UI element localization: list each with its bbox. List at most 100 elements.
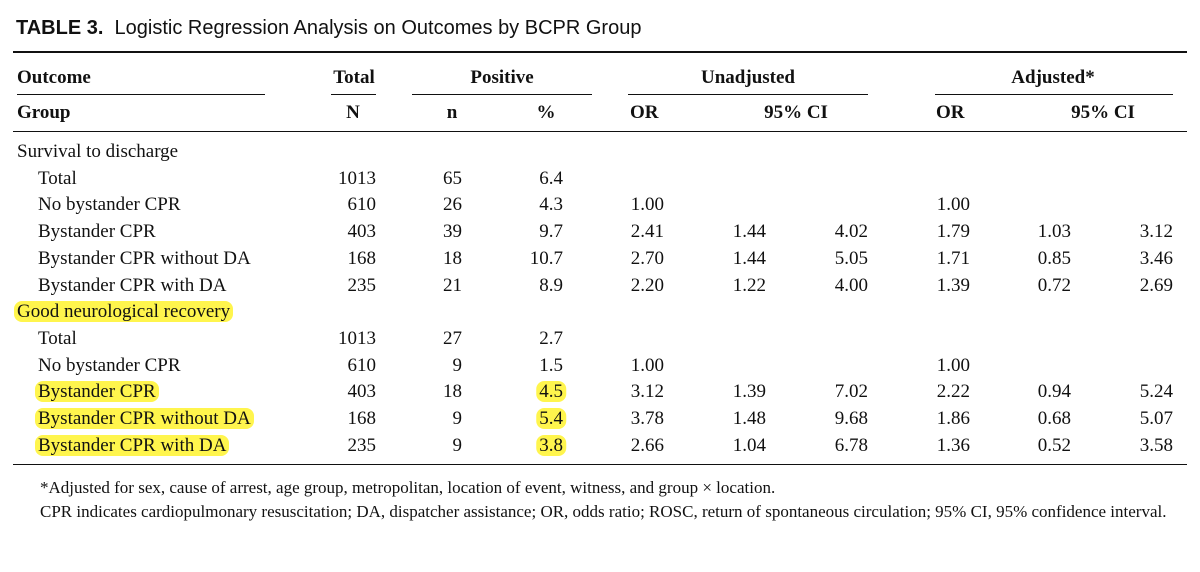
positive-n-cell: 18 xyxy=(443,245,462,272)
header-positive: Positive xyxy=(470,67,534,88)
total-n-cell-value: 1013 xyxy=(338,167,376,189)
ci-low-unadjusted-cell: 1.22 xyxy=(733,272,766,299)
ci-low-unadjusted-cell-value: 1.39 xyxy=(732,381,766,403)
positive-n-cell-value: 26 xyxy=(443,194,462,216)
table-row: No bystander CPR 610 9 1.5 1.00 1.00 xyxy=(0,352,1200,379)
percent-cell-value: 4.5 xyxy=(536,381,566,403)
ci-high-unadjusted-cell-value: 4.00 xyxy=(834,274,868,296)
ci-low-unadjusted-cell: 1.44 xyxy=(733,218,766,245)
ci-low-unadjusted-cell: 1.48 xyxy=(733,405,766,432)
positive-n-cell-value: 18 xyxy=(443,381,462,403)
or-unadjusted-cell-value: 2.66 xyxy=(630,434,664,456)
or-adjusted-cell-value: 1.79 xyxy=(936,221,970,243)
total-n-cell-value: 610 xyxy=(347,194,377,216)
ci-high-unadjusted-cell: 4.02 xyxy=(835,218,868,245)
table-row: Total 1013 65 6.4 xyxy=(0,165,1200,192)
ci-low-adjusted-cell: 0.68 xyxy=(1038,405,1071,432)
percent-cell: 5.4 xyxy=(536,405,566,432)
total-n-cell-value: 610 xyxy=(347,354,377,376)
positive-n-cell: 26 xyxy=(443,191,462,218)
total-n-cell: 1013 xyxy=(338,325,376,352)
ci-low-adjusted-cell: 0.72 xyxy=(1038,272,1071,299)
or-unadjusted-cell-value: 2.41 xyxy=(630,221,664,243)
ci-high-adjusted-cell-value: 3.12 xyxy=(1139,221,1173,243)
group-cell: Bystander CPR xyxy=(38,218,156,245)
positive-n-cell: 18 xyxy=(443,378,462,405)
total-n-cell: 1013 xyxy=(338,165,376,192)
total-n-cell: 235 xyxy=(348,432,377,459)
header-n-positive: n xyxy=(446,102,458,123)
ci-high-unadjusted-cell: 6.78 xyxy=(835,432,868,459)
section-label: Good neurological recovery xyxy=(14,298,234,325)
total-n-cell: 235 xyxy=(348,272,377,299)
header-outcome: Outcome xyxy=(17,67,91,88)
ci-low-adjusted-cell-value: 1.03 xyxy=(1037,221,1071,243)
percent-cell: 4.5 xyxy=(536,378,566,405)
unadjusted-underline xyxy=(628,94,868,95)
or-unadjusted-cell: 1.00 xyxy=(631,352,664,379)
table-row: Total 1013 27 2.7 xyxy=(0,325,1200,352)
group-label: Good neurological recovery xyxy=(14,301,234,323)
total-n-cell-value: 235 xyxy=(347,274,377,296)
ci-high-unadjusted-cell: 5.05 xyxy=(835,245,868,272)
ci-high-unadjusted-cell-value: 9.68 xyxy=(834,408,868,429)
or-unadjusted-cell-value: 2.70 xyxy=(630,247,664,269)
total-n-cell-value: 1013 xyxy=(338,327,376,349)
ci-high-adjusted-cell-value: 2.69 xyxy=(1139,274,1173,296)
group-label: Bystander CPR xyxy=(35,381,159,403)
group-cell: Bystander CPR without DA xyxy=(38,245,251,272)
total-n-cell-value: 168 xyxy=(347,247,377,269)
or-adjusted-cell: 1.39 xyxy=(937,272,970,299)
or-adjusted-cell-value: 1.00 xyxy=(936,194,970,216)
percent-cell-value: 1.5 xyxy=(539,354,563,376)
table-row: Bystander CPR with DA 235 9 3.8 2.66 1.04 6.78… xyxy=(0,432,1200,459)
ci-high-adjusted-cell-value: 3.46 xyxy=(1139,247,1173,269)
positive-n-cell-value: 9 xyxy=(452,354,463,376)
ci-high-adjusted-cell: 3.46 xyxy=(1140,245,1173,272)
top-rule xyxy=(13,51,1187,53)
table-row: Bystander CPR 403 39 9.7 2.41 1.44 4.02 1.79 1.0… xyxy=(0,218,1200,245)
group-label: Bystander CPR xyxy=(38,221,156,243)
ci-low-adjusted-cell-value: 0.72 xyxy=(1037,274,1071,296)
or-unadjusted-cell-value: 3.78 xyxy=(630,408,664,429)
ci-low-adjusted-cell-value: 0.52 xyxy=(1037,434,1071,456)
table-row: Bystander CPR without DA 168 18 10.7 2.70 1.4… xyxy=(0,245,1200,272)
section-label: Survival to discharge xyxy=(17,138,178,165)
header-ci-unadjusted: 95% CI xyxy=(764,102,828,123)
total-n-cell: 403 xyxy=(348,378,377,405)
percent-cell-value: 2.7 xyxy=(539,327,563,349)
percent-cell-value: 8.9 xyxy=(539,274,563,296)
ci-low-adjusted-cell: 0.85 xyxy=(1038,245,1071,272)
or-adjusted-cell: 1.36 xyxy=(937,432,970,459)
or-adjusted-cell: 1.86 xyxy=(937,405,970,432)
percent-cell: 6.4 xyxy=(539,165,563,192)
or-adjusted-cell-value: 2.22 xyxy=(936,381,970,403)
positive-n-cell: 9 xyxy=(453,405,463,432)
ci-high-unadjusted-cell-value: 4.02 xyxy=(834,221,868,243)
or-adjusted-cell: 1.71 xyxy=(937,245,970,272)
percent-cell-value: 6.4 xyxy=(539,167,563,189)
total-underline xyxy=(331,94,376,95)
positive-n-cell: 27 xyxy=(443,325,462,352)
positive-n-cell: 9 xyxy=(453,432,463,459)
positive-n-cell-value: 39 xyxy=(443,221,462,243)
or-adjusted-cell: 1.79 xyxy=(937,218,970,245)
ci-low-adjusted-cell-value: 0.85 xyxy=(1037,247,1071,269)
percent-cell: 1.5 xyxy=(539,352,563,379)
total-n-cell-value: 168 xyxy=(347,408,377,429)
ci-low-unadjusted-cell-value: 1.44 xyxy=(732,247,766,269)
header-ci-adjusted: 95% CI xyxy=(1071,102,1135,123)
table-number: TABLE 3. xyxy=(16,17,104,39)
or-adjusted-cell-value: 1.86 xyxy=(936,408,970,429)
ci-high-adjusted-cell: 5.24 xyxy=(1140,378,1173,405)
ci-high-adjusted-cell-value: 3.58 xyxy=(1139,434,1173,456)
total-n-cell-value: 235 xyxy=(347,434,377,456)
header-total: Total xyxy=(333,67,375,88)
total-n-cell: 610 xyxy=(348,352,377,379)
group-label: Survival to discharge xyxy=(17,141,179,162)
percent-cell: 8.9 xyxy=(539,272,563,299)
adjusted-underline xyxy=(935,94,1173,95)
group-label: Total xyxy=(38,327,77,349)
or-adjusted-cell-value: 1.36 xyxy=(936,434,970,456)
